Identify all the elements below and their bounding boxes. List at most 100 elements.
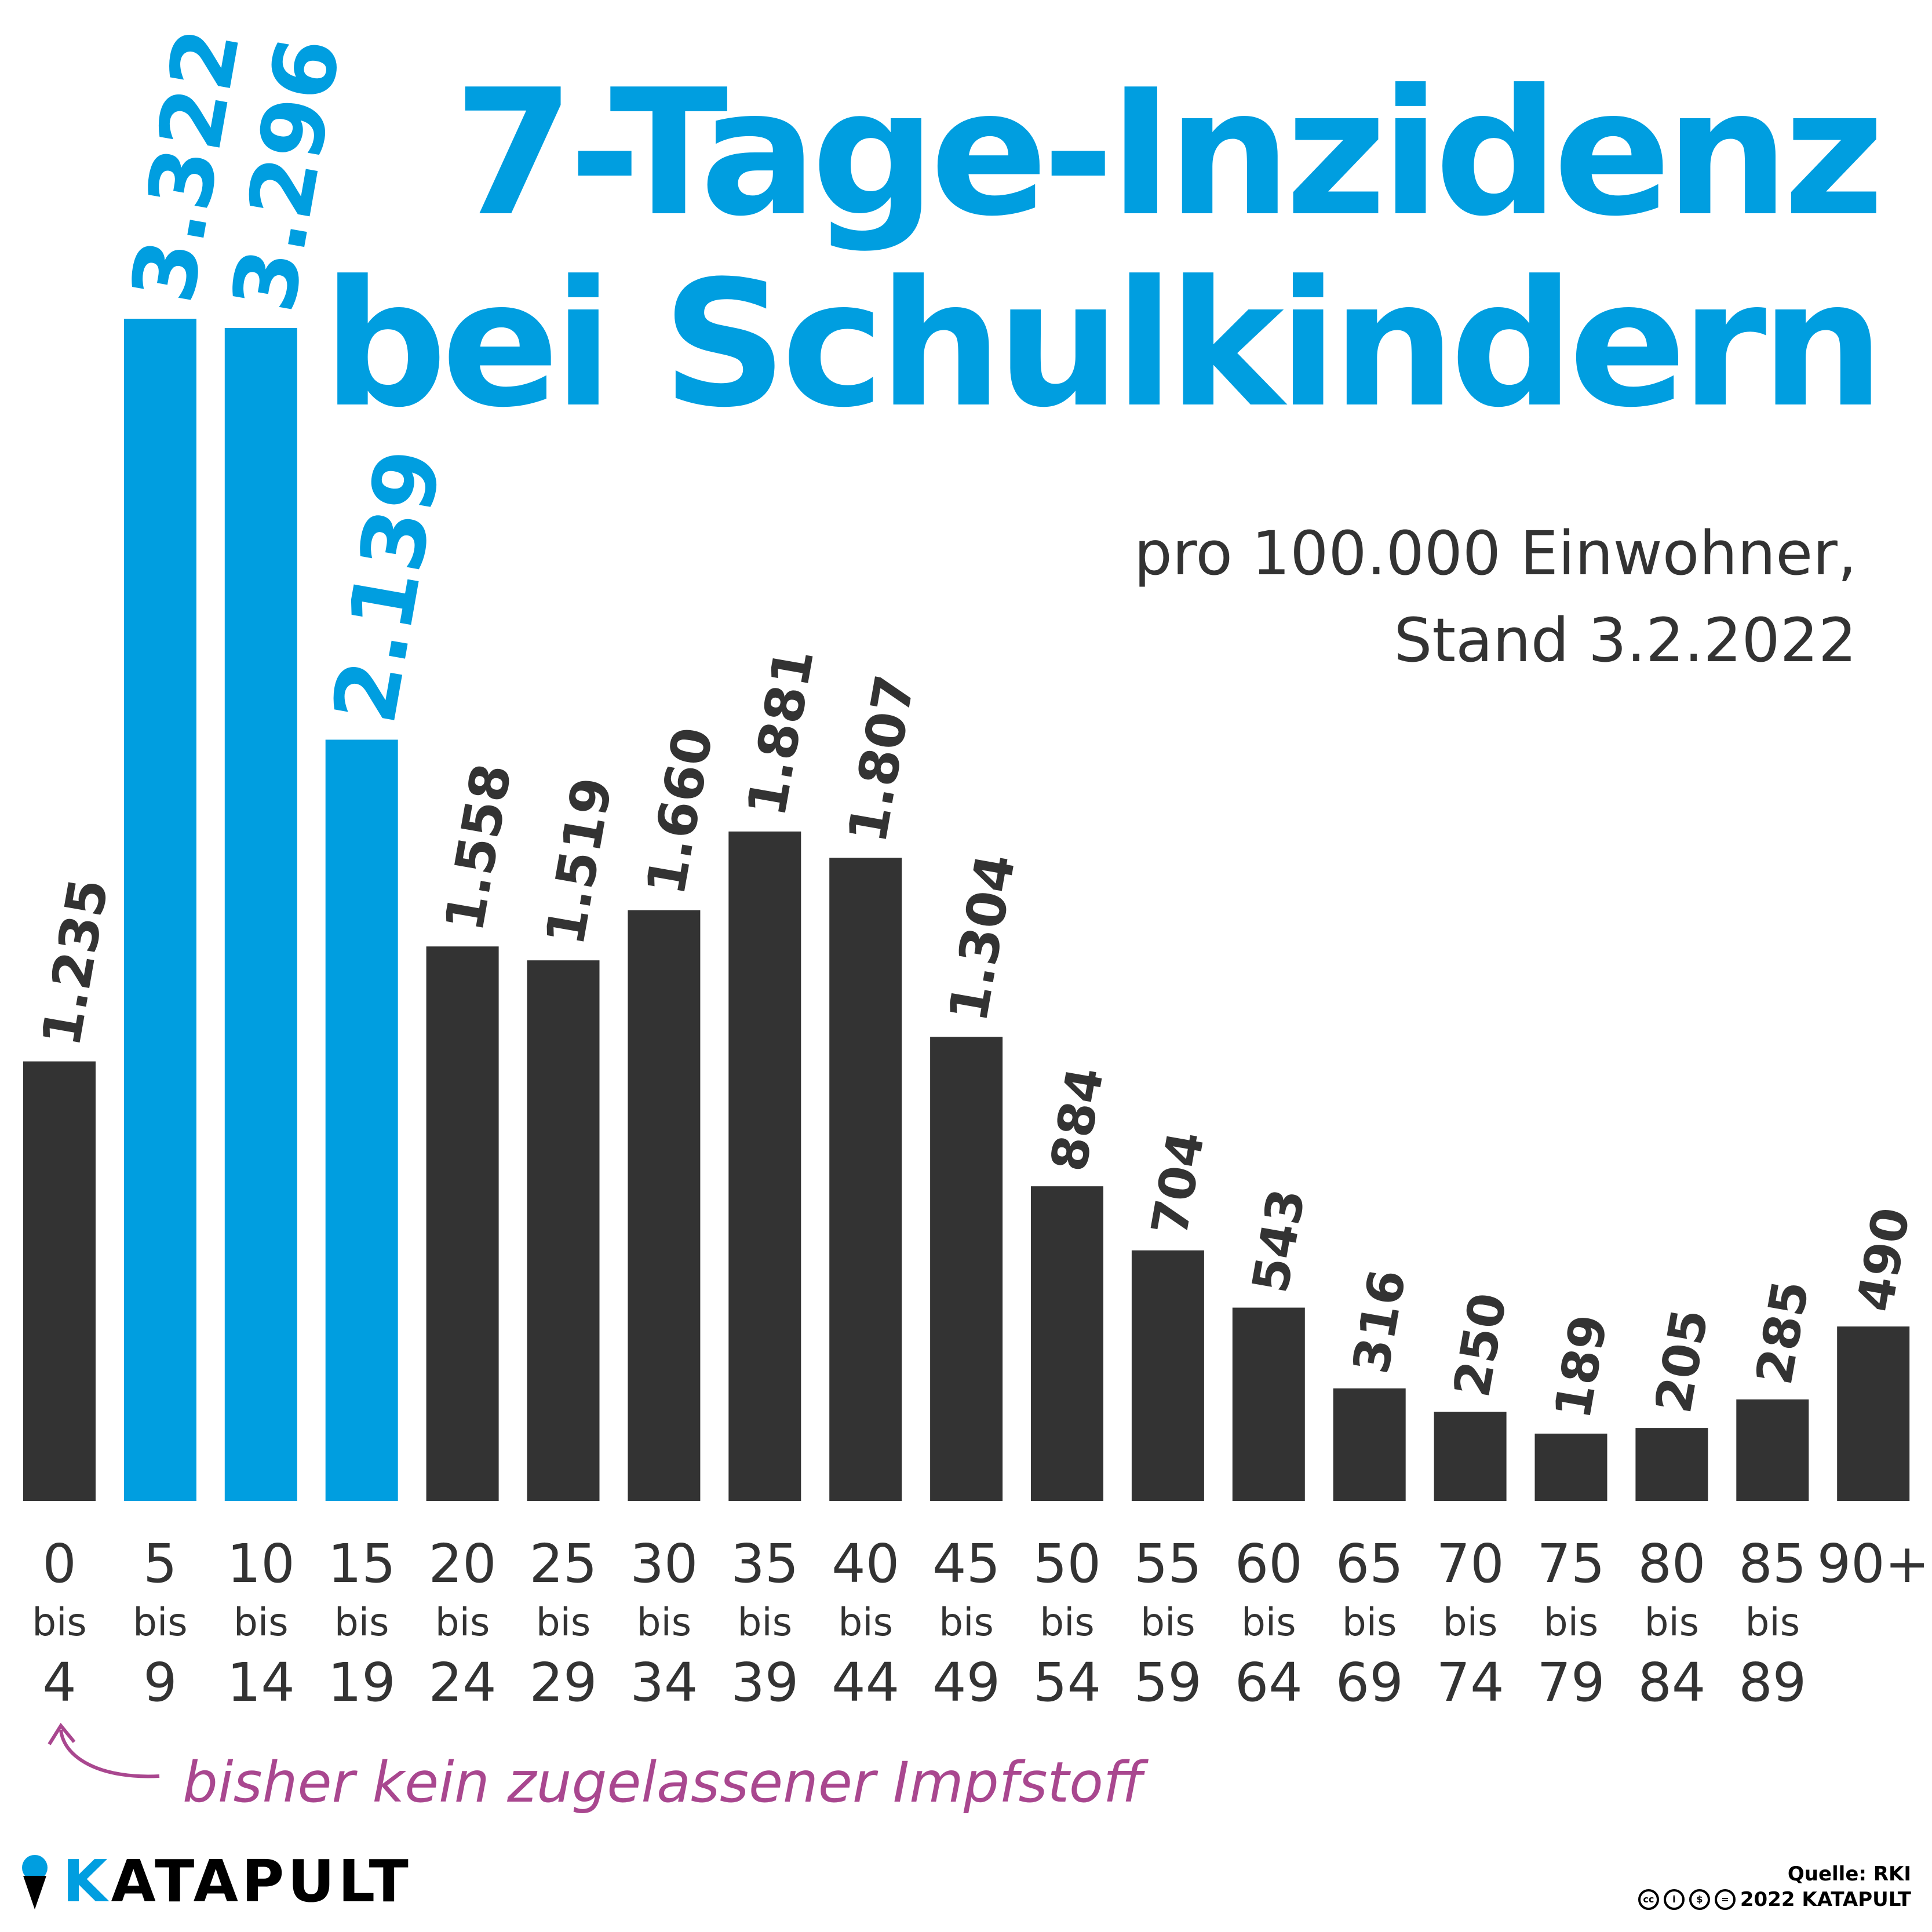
x-tick-label-11-2: 59 [1134,1652,1202,1714]
bar-5 [527,960,600,1501]
chart-title-line-1: 7-Tage-Inzidenz [453,52,1884,254]
ice-cream-icon [22,1854,48,1909]
x-tick-label-12-0: 60 [1235,1533,1303,1595]
chart-title: 7-Tage-Inzidenz bei Schulkindern [322,52,1884,446]
x-tick-label-17-2: 89 [1738,1652,1806,1714]
bar-0 [23,1061,96,1501]
value-label-4: 1.558 [433,759,524,936]
value-label-8: 1.807 [836,670,927,847]
x-tick-label-0-1: bis [32,1600,87,1645]
x-tick-label-11-0: 55 [1134,1533,1202,1595]
x-tick-label-14-2: 74 [1437,1652,1504,1714]
chart-title-line-2: bei Schulkindern [322,243,1884,446]
x-tick-label-6-2: 34 [630,1652,698,1714]
value-label-6: 1.660 [635,723,725,899]
value-label-16: 205 [1645,1305,1720,1417]
x-tick-label-8-2: 44 [832,1652,899,1714]
x-tick-label-13-0: 65 [1336,1533,1404,1595]
chart-subtitle: pro 100.000 Einwohner, Stand 3.2.2022 [1134,510,1857,684]
x-tick-label-16-1: bis [1645,1600,1700,1645]
x-tick-label-3-0: 15 [328,1533,396,1595]
bar-18 [1837,1326,1910,1501]
value-label-17: 285 [1745,1276,1821,1388]
x-tick-label-4-1: bis [435,1600,490,1645]
x-tick-label-2-2: 14 [227,1652,295,1714]
bar-6 [628,910,701,1501]
x-tick-label-9-0: 45 [932,1533,1000,1595]
bar-9 [930,1037,1003,1501]
bar-4 [426,946,499,1501]
x-tick-label-9-2: 49 [932,1652,1000,1714]
cc-nc-icon: $ [1689,1889,1710,1910]
x-tick-label-15-2: 79 [1537,1652,1605,1714]
value-label-7: 1.881 [735,644,826,821]
annotation-arrowhead [48,1722,76,1745]
value-label-11: 704 [1141,1127,1216,1240]
x-tick-label-4-2: 24 [429,1652,497,1714]
value-label-18: 490 [1846,1204,1922,1316]
value-label-3: 2.139 [314,442,461,730]
x-tick-label-7-2: 39 [731,1652,799,1714]
katapult-logo: KATAPULT [17,1847,412,1915]
value-label-0: 1.235 [30,874,121,1051]
x-tick-label-1-2: 9 [143,1652,177,1714]
x-tick-label-1-1: bis [133,1600,188,1645]
license-row: cc i $ = 2022 KATAPULT [1638,1888,1911,1911]
x-tick-label-8-0: 40 [832,1533,899,1595]
x-tick-label-13-2: 69 [1336,1652,1404,1714]
x-tick-label-18-0: 90+ [1817,1533,1930,1595]
value-label-12: 543 [1241,1184,1317,1297]
chart-subtitle-line-2: Stand 3.2.2022 [1394,605,1857,676]
value-label-9: 1.304 [937,850,1027,1026]
bar-15 [1534,1433,1607,1501]
x-tick-label-7-1: bis [737,1600,792,1645]
logo-letters-rest: ATAPULT [111,1847,412,1915]
cc-icon: cc [1638,1889,1659,1910]
x-tick-label-12-1: bis [1241,1600,1296,1645]
value-label-10: 884 [1040,1063,1116,1176]
bar-16 [1635,1428,1708,1501]
x-tick-label-5-0: 25 [529,1533,597,1595]
logo-letter-k: K [63,1847,111,1915]
x-tick-label-3-2: 19 [328,1652,396,1714]
x-tick-label-0-0: 0 [42,1533,76,1595]
x-tick-label-4-0: 20 [429,1533,497,1595]
x-tick-label-2-1: bis [234,1600,289,1645]
x-tick-label-10-2: 54 [1033,1652,1101,1714]
x-tick-label-2-0: 10 [227,1533,295,1595]
x-tick-label-1-0: 5 [143,1533,177,1595]
x-tick-label-16-0: 80 [1638,1533,1705,1595]
x-tick-label-9-1: bis [939,1600,994,1645]
value-label-13: 316 [1342,1265,1417,1377]
bar-3 [325,739,398,1501]
x-tick-label-0-2: 4 [42,1652,76,1714]
annotation-arrow [59,1729,160,1778]
x-tick-label-6-0: 30 [630,1533,698,1595]
x-tick-label-10-1: bis [1040,1600,1095,1645]
bar-11 [1131,1250,1204,1501]
credits: Quelle: RKI cc i $ = 2022 KATAPULT [1638,1860,1911,1911]
bar-13 [1333,1388,1406,1501]
x-tick-label-17-1: bis [1745,1600,1800,1645]
bar-10 [1031,1186,1103,1501]
x-tick-label-17-0: 85 [1738,1533,1806,1595]
x-tick-label-3-1: bis [334,1600,389,1645]
x-tick-label-15-1: bis [1544,1600,1599,1645]
x-tick-label-10-0: 50 [1033,1533,1101,1595]
bar-12 [1232,1307,1305,1501]
x-tick-label-14-0: 70 [1437,1533,1504,1595]
chart-subtitle-line-1: pro 100.000 Einwohner, [1133,518,1857,589]
x-tick-label-16-2: 84 [1638,1652,1705,1714]
vaccine-annotation: bisher kein zugelassener Impfstoff [183,1750,1144,1815]
x-tick-label-5-1: bis [536,1600,591,1645]
bar-1 [123,319,196,1501]
bar-14 [1434,1412,1507,1501]
x-tick-label-6-1: bis [637,1600,692,1645]
value-label-5: 1.519 [534,773,624,950]
x-tick-label-5-2: 29 [529,1652,597,1714]
cc-nd-icon: = [1714,1889,1736,1910]
x-tick-label-7-0: 35 [731,1533,799,1595]
x-tick-label-11-1: bis [1140,1600,1195,1645]
logo-text: KATAPULT [63,1847,412,1915]
